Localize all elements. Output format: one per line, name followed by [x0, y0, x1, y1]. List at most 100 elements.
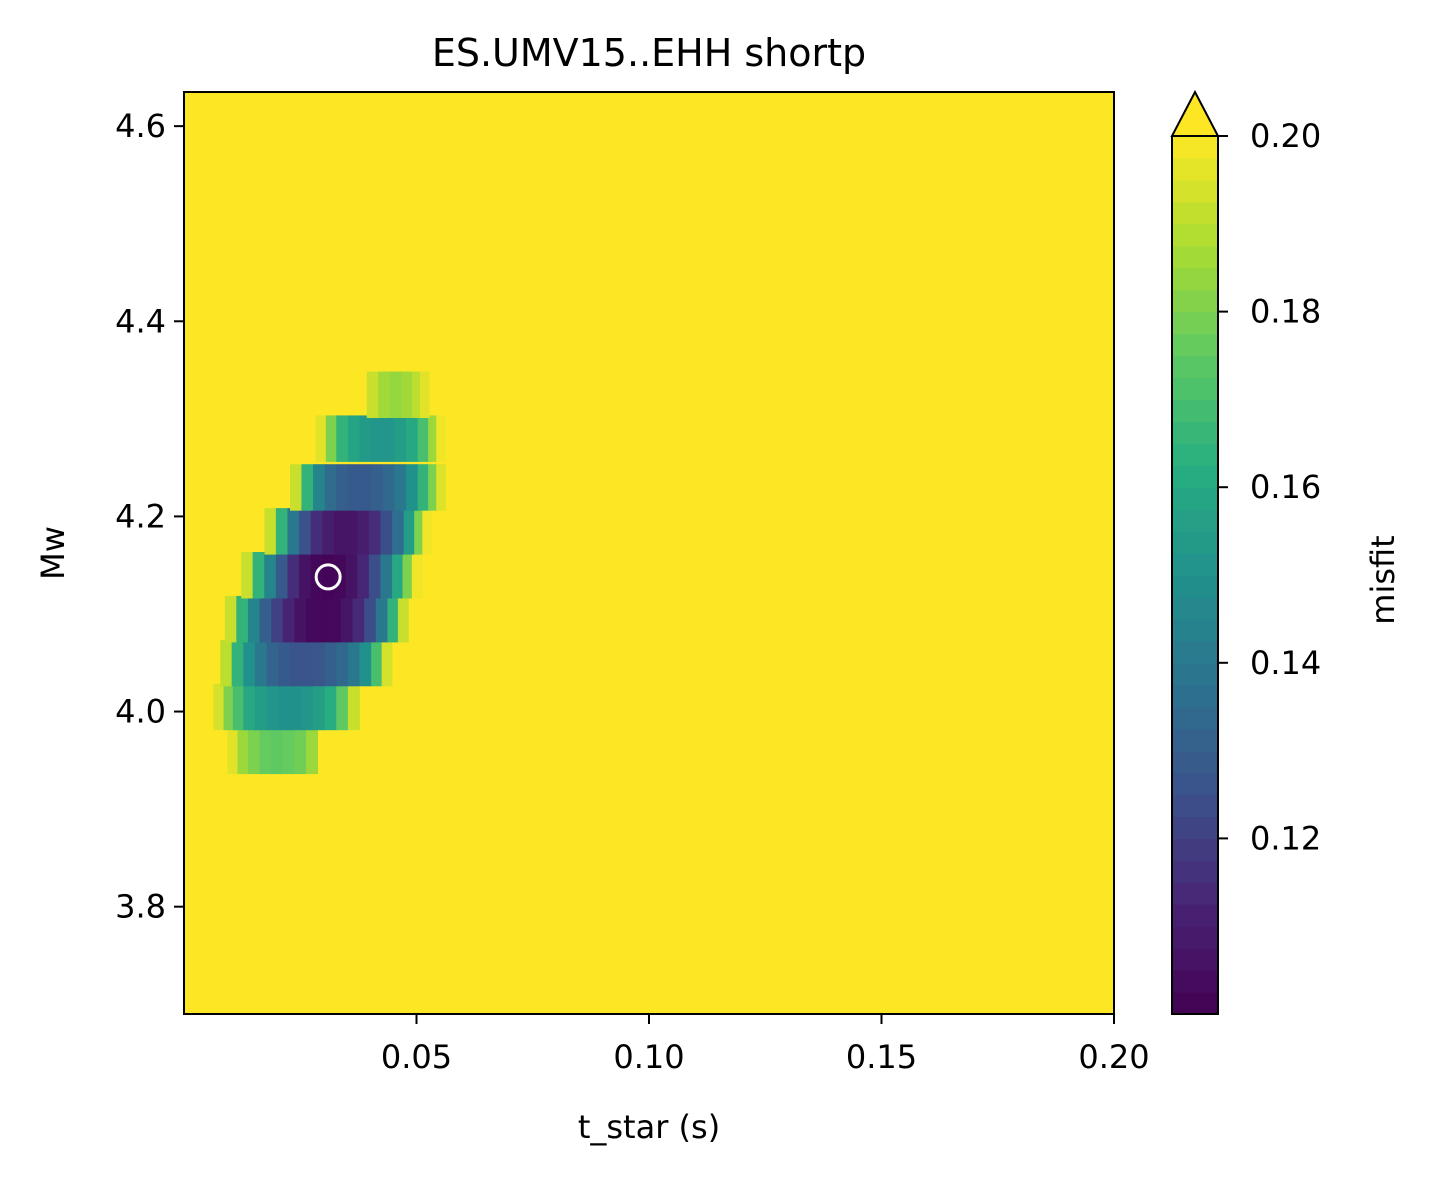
- heatmap-cell-r1-c12: [347, 683, 360, 731]
- heatmap-cell-r3-c8: [317, 595, 330, 643]
- y-tick-label: 4.6: [115, 107, 166, 145]
- colorbar-band: [1172, 377, 1218, 400]
- heatmap-cell-r5-c1: [275, 508, 289, 555]
- y-tick-label: 4.2: [115, 497, 166, 535]
- heatmap-cell-r8-c2: [389, 371, 402, 418]
- heatmap-cell-r3-c12: [364, 595, 377, 643]
- heatmap-cell-r0-c5: [282, 727, 296, 775]
- colorbar-band: [1172, 509, 1218, 532]
- heatmap-cell-r5-c12: [403, 508, 415, 555]
- heatmap-cell-r4-c5: [299, 552, 312, 599]
- heatmap-cell-r6-c9: [394, 464, 407, 511]
- colorbar-band: [1172, 684, 1218, 708]
- heatmap-cell-r2-c9: [324, 639, 337, 687]
- heatmap-cell-r3-c14: [387, 595, 399, 643]
- x-axis: 0.05 0.10 0.15 0.20: [381, 1014, 1150, 1076]
- colorbar-band: [1172, 531, 1218, 554]
- heatmap-cell-r4-c11: [368, 552, 382, 599]
- heatmap-cell-r4-c4: [287, 552, 300, 599]
- heatmap-cell-r5-c2: [287, 508, 300, 555]
- heatmap-cell-r7-c9: [417, 415, 429, 462]
- heatmap-cell-r5-c11: [392, 508, 405, 555]
- heatmap-cell-r6-c7: [371, 464, 384, 511]
- colorbar-tick-label: 0.12: [1250, 819, 1321, 857]
- colorbar-band: [1172, 992, 1218, 1015]
- colorbar-band: [1172, 948, 1218, 971]
- heatmap-cell-r4-c9: [345, 552, 358, 599]
- colorbar-band: [1172, 465, 1218, 488]
- heatmap-cell-r4-c15: [411, 552, 423, 599]
- heatmap-cell-r5-c13: [414, 508, 423, 555]
- heatmap-cell-r1-c8: [301, 683, 314, 731]
- heatmap-cell-r6-c8: [382, 464, 396, 511]
- colorbar-band: [1172, 333, 1218, 357]
- heatmap-cell-r4-c1: [252, 552, 265, 599]
- heatmap-cell-r3-c13: [375, 595, 389, 643]
- colorbar-band: [1172, 926, 1218, 949]
- colorbar-band: [1172, 136, 1218, 159]
- heatmap-cell-r5-c8: [357, 508, 370, 555]
- heatmap-cell-r6-c13: [436, 464, 446, 511]
- heatmap-cell-r6-c5: [347, 464, 361, 511]
- heatmap-cell-r2-c2: [243, 639, 256, 687]
- colorbar-tick-label: 0.14: [1250, 644, 1321, 682]
- heatmap-cell-r6-c0: [290, 464, 303, 511]
- heatmap-cell-r7-c1: [325, 415, 337, 462]
- heatmap-cell-r2-c12: [359, 639, 372, 687]
- heatmap-cell-r2-c5: [278, 639, 291, 687]
- colorbar-band: [1172, 311, 1218, 335]
- colorbar-band: [1172, 157, 1218, 181]
- heatmap-cell-r6-c4: [336, 464, 349, 511]
- colorbar-band: [1172, 662, 1218, 686]
- heatmap-cell-r6-c3: [324, 464, 337, 511]
- colorbar-band: [1172, 289, 1218, 313]
- heatmap-cell-r4-c12: [380, 552, 393, 599]
- heatmap-cell-r3-c4: [271, 595, 284, 643]
- heatmap-cell-r0-c2: [247, 727, 261, 775]
- colorbar-band: [1172, 750, 1218, 774]
- heatmap-cell-r8-c5: [419, 371, 430, 418]
- heatmap-cell-r2-c4: [266, 639, 279, 687]
- heatmap-cell-r7-c0: [315, 415, 327, 462]
- heatmap-cell-r3-c9: [329, 595, 342, 643]
- colorbar-frame: [1171, 136, 1219, 1015]
- heatmap-cell-r5-c5: [322, 508, 335, 555]
- heatmap-cell-r1-c9: [313, 683, 326, 731]
- chart-title: ES.UMV15..EHH shortp: [432, 31, 866, 75]
- colorbar-band: [1172, 706, 1218, 730]
- heatmap-cell-r0-c3: [259, 727, 272, 775]
- colorbar-band: [1172, 882, 1218, 905]
- heatmap-cell-r3-c1: [236, 595, 249, 643]
- colorbar-band: [1172, 596, 1218, 620]
- heatmap-cell-r7-c11: [436, 415, 446, 462]
- colorbar-tick-label: 0.20: [1250, 117, 1321, 155]
- y-tick-label: 4.0: [115, 693, 166, 731]
- heatmap-cell-r5-c4: [310, 508, 323, 555]
- heatmap-cell-r5-c6: [333, 508, 347, 555]
- heatmap-cell-r3-c5: [282, 595, 296, 643]
- heatmap-cell-r3-c3: [259, 595, 272, 643]
- colorbar-band: [1172, 179, 1218, 203]
- colorbar-band: [1172, 816, 1218, 839]
- heatmap-cell-r8-c4: [411, 371, 421, 418]
- colorbar: 0.12 0.14 0.16 0.18 0.20 misfit: [1170, 89, 1402, 1015]
- heatmap-cell-r3-c0: [224, 595, 237, 643]
- x-axis-label: t_star (s): [578, 1108, 720, 1146]
- colorbar-band: [1172, 618, 1218, 642]
- colorbar-band: [1172, 355, 1218, 379]
- heatmap-cell-r8-c0: [366, 371, 379, 418]
- heatmap-cell-r1-c6: [278, 683, 291, 731]
- colorbar-band: [1172, 201, 1218, 225]
- heatmap-cell-r1-c0: [213, 683, 225, 731]
- x-tick-label: 0.10: [613, 1038, 684, 1076]
- heatmap-cell-r4-c0: [241, 552, 254, 599]
- heatmap-cell-r6-c10: [406, 464, 419, 511]
- colorbar-band: [1172, 860, 1218, 883]
- colorbar-band: [1172, 223, 1218, 247]
- heatmap-cell-r4-c14: [402, 552, 413, 599]
- colorbar-band: [1172, 640, 1218, 664]
- heatmap-cell-r0-c4: [271, 727, 284, 775]
- x-tick-label: 0.05: [381, 1038, 452, 1076]
- colorbar-band: [1172, 267, 1218, 291]
- heatmap-cell-r2-c13: [371, 639, 383, 687]
